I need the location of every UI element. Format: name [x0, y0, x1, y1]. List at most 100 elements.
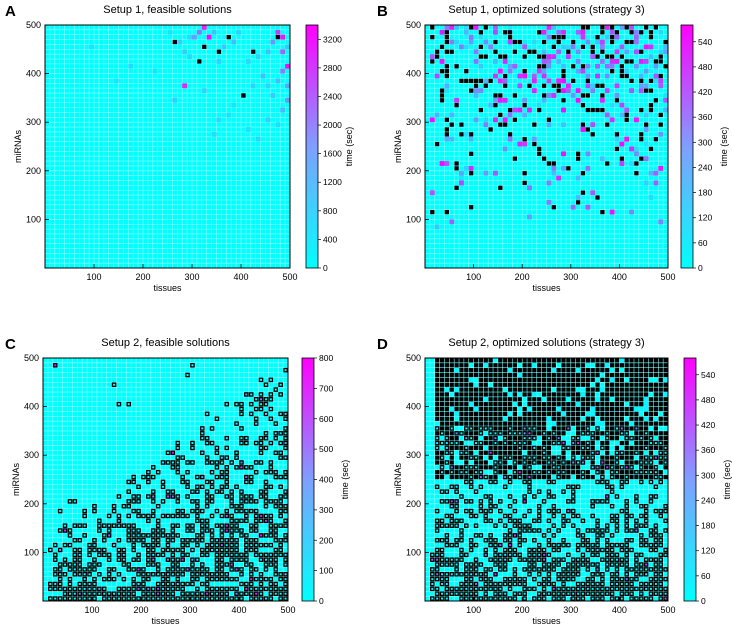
- heatmap-cell-missing: [605, 402, 610, 407]
- heatmap-cell-outlined: [106, 533, 112, 538]
- heatmap-cell-missing: [575, 465, 581, 470]
- heatmap-cell-outlined: [575, 542, 581, 548]
- heatmap-cell-outlined: [439, 552, 445, 558]
- heatmap-cell: [541, 97, 547, 103]
- heatmap-cell-missing: [561, 363, 566, 368]
- heatmap-cell-outlined: [517, 537, 523, 543]
- heatmap-cell-outlined: [585, 426, 591, 431]
- heatmap-cell-outlined: [546, 508, 552, 514]
- heatmap-cell-missing: [439, 363, 445, 368]
- heatmap-cell-outlined: [600, 460, 605, 465]
- heatmap-cell-missing: [590, 402, 595, 407]
- heatmap-cell: [434, 112, 440, 118]
- heatmap-cell-missing: [498, 406, 503, 412]
- heatmap-cell: [488, 102, 494, 108]
- heatmap-cell-missing: [507, 387, 513, 392]
- heatmap-cell-missing: [498, 470, 503, 475]
- colorbar-scale: [680, 24, 694, 269]
- heatmap-cell-outlined: [507, 581, 513, 587]
- heatmap-cell-outlined: [449, 503, 455, 509]
- heatmap-cell-outlined: [239, 591, 244, 596]
- heatmap-cell-missing: [609, 358, 615, 363]
- heatmap-cell-missing: [444, 30, 449, 35]
- heatmap-cell: [551, 170, 557, 176]
- heatmap-cell-missing: [614, 358, 620, 363]
- x-tick-label: 500: [660, 605, 675, 615]
- heatmap-cell-outlined: [522, 494, 527, 499]
- heatmap-cell-outlined: [493, 503, 498, 509]
- heatmap-cell-outlined: [219, 489, 225, 494]
- heatmap-cell-missing: [546, 387, 552, 392]
- heatmap-cell-outlined: [634, 518, 639, 524]
- heatmap-cell-missing: [590, 421, 595, 426]
- heatmap-cell-outlined: [150, 528, 156, 533]
- heatmap-cell-outlined: [185, 567, 190, 572]
- heatmap-cell-outlined: [229, 542, 234, 548]
- heatmap-cell-outlined: [67, 499, 73, 504]
- heatmap-cell-outlined: [556, 440, 561, 446]
- heatmap-cell-outlined: [609, 484, 615, 490]
- heatmap-cell-outlined: [209, 484, 215, 490]
- heatmap-cell-missing: [590, 358, 595, 363]
- heatmap-cell-missing: [478, 78, 484, 84]
- heatmap-cell-outlined: [224, 401, 230, 407]
- heatmap-cell-outlined: [141, 586, 146, 592]
- heatmap-cell-missing: [449, 421, 454, 426]
- x-axis-label: tissues: [151, 616, 180, 626]
- heatmap-cell-outlined: [204, 591, 210, 596]
- heatmap-cell-outlined: [624, 465, 629, 470]
- heatmap-cell-outlined: [488, 479, 493, 485]
- heatmap-cell-outlined: [278, 576, 283, 582]
- heatmap-cell-missing: [648, 363, 654, 368]
- heatmap-cell: [444, 161, 450, 166]
- heatmap-cell-outlined: [131, 533, 136, 538]
- heatmap-cell-outlined: [101, 523, 107, 528]
- heatmap-cell-outlined: [527, 557, 532, 562]
- heatmap-cell-outlined: [263, 552, 269, 558]
- chart-title: Setup 2, optimized solutions (strategy 3…: [448, 337, 644, 349]
- heatmap-cell-missing: [561, 377, 566, 382]
- heatmap-cell-outlined: [619, 576, 625, 582]
- heatmap-cell-missing: [532, 397, 537, 402]
- heatmap-cell-missing: [648, 78, 654, 84]
- heatmap-cell-outlined: [517, 557, 523, 562]
- heatmap-cell-missing: [600, 470, 605, 475]
- y-axis-label: miRNAs: [11, 463, 21, 496]
- heatmap-cell-outlined: [444, 571, 450, 577]
- heatmap-cell-missing: [658, 358, 663, 363]
- heatmap-cell: [570, 44, 576, 50]
- heatmap-cell-outlined: [239, 406, 244, 412]
- heatmap-cell: [89, 44, 94, 50]
- heatmap-cell-missing: [541, 64, 547, 69]
- heatmap-cell-outlined: [278, 523, 283, 528]
- heatmap-cell-missing: [498, 112, 503, 118]
- heatmap-cell-outlined: [224, 523, 230, 528]
- heatmap-cell-outlined: [180, 567, 185, 572]
- heatmap-cell-outlined: [502, 567, 508, 572]
- heatmap-cell-outlined: [146, 547, 151, 553]
- heatmap-cell-missing: [551, 402, 556, 407]
- heatmap-cell: [624, 68, 630, 74]
- heatmap-cell-outlined: [566, 484, 571, 490]
- heatmap-cell-missing: [634, 397, 639, 402]
- heatmap-cell-outlined: [224, 445, 230, 451]
- heatmap-cell-outlined: [146, 586, 151, 592]
- heatmap-cell-missing: [575, 397, 581, 402]
- heatmap-cell-outlined: [507, 528, 513, 533]
- y-tick-label: 100: [24, 547, 39, 557]
- heatmap-cell-outlined: [116, 552, 122, 558]
- heatmap-cell: [182, 49, 188, 55]
- heatmap-cell-outlined: [268, 416, 274, 422]
- heatmap-cell-outlined: [444, 460, 450, 465]
- heatmap-cell-outlined: [434, 596, 440, 601]
- heatmap-cell-outlined: [131, 586, 136, 592]
- heatmap-cell-outlined: [502, 474, 508, 480]
- heatmap-cell-missing: [478, 455, 484, 460]
- heatmap-cell: [285, 44, 290, 50]
- heatmap-cell-missing: [600, 392, 605, 397]
- heatmap-cell-outlined: [585, 455, 591, 460]
- heatmap-cell-outlined: [439, 518, 445, 524]
- heatmap-cell: [546, 25, 552, 30]
- heatmap-cell-outlined: [512, 460, 518, 465]
- heatmap-cell-outlined: [190, 523, 195, 528]
